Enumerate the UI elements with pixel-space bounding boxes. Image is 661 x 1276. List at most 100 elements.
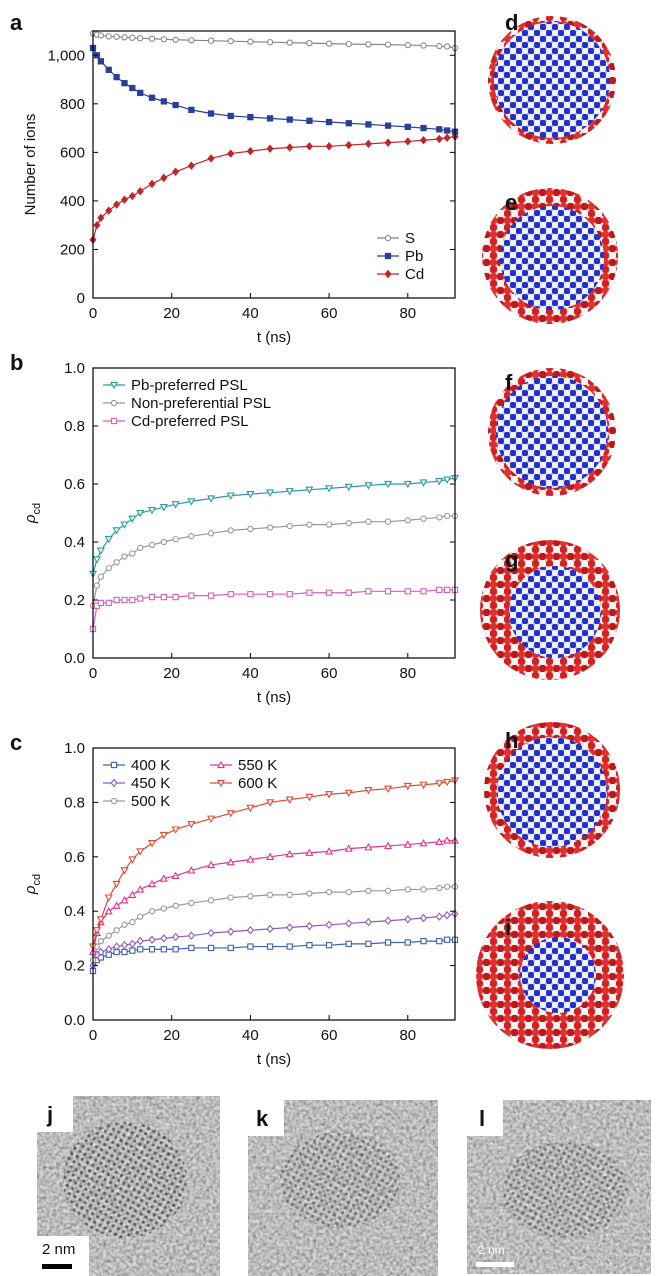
- marker: [188, 106, 195, 114]
- series-line: [92, 913, 456, 966]
- marker: [364, 787, 373, 795]
- marker: [325, 40, 333, 47]
- marker: [120, 940, 129, 950]
- series-line: [92, 939, 455, 972]
- marker: [128, 515, 137, 524]
- marker: [147, 879, 157, 888]
- x-axis-label: t (ns): [257, 329, 291, 346]
- marker: [206, 860, 216, 869]
- marker: [226, 857, 235, 866]
- marker: [306, 589, 313, 596]
- marker: [110, 778, 118, 788]
- marker: [105, 564, 112, 572]
- marker: [227, 927, 235, 936]
- marker: [384, 518, 392, 525]
- marker: [113, 73, 120, 81]
- marker: [384, 138, 392, 147]
- y-tick-label: 0.6: [64, 849, 85, 866]
- plot-frame: [92, 30, 456, 299]
- marker: [110, 399, 118, 407]
- marker: [120, 867, 129, 875]
- marker: [404, 939, 411, 946]
- panel-label: g: [505, 547, 518, 572]
- marker: [160, 538, 167, 546]
- panel-label: f: [505, 370, 513, 395]
- marker: [286, 591, 293, 598]
- marker: [247, 38, 254, 45]
- marker: [419, 135, 428, 145]
- marker: [172, 535, 179, 543]
- y-axis-label-main: ρ: [22, 885, 39, 895]
- marker: [206, 495, 216, 503]
- panel-label: k: [256, 1106, 269, 1131]
- marker: [188, 592, 195, 599]
- micrograph-l: l 2 nm: [467, 1100, 651, 1274]
- panel-label: h: [505, 728, 518, 753]
- marker: [171, 871, 180, 879]
- y-axis-label-sub: cd: [31, 503, 43, 515]
- marker: [188, 37, 195, 44]
- marker: [420, 886, 427, 893]
- marker: [136, 186, 144, 196]
- y-tick-label: 0: [77, 290, 85, 307]
- marker: [96, 916, 105, 924]
- marker: [365, 518, 372, 525]
- legend-label: Pb: [405, 248, 423, 265]
- y-tick-label: 0.0: [64, 650, 85, 667]
- marker: [188, 533, 195, 540]
- marker: [137, 89, 144, 97]
- marker: [365, 588, 372, 595]
- marker: [384, 480, 393, 489]
- marker: [443, 911, 451, 920]
- marker: [246, 146, 254, 156]
- marker: [365, 887, 372, 894]
- marker: [305, 921, 313, 931]
- structure-d: d: [488, 10, 616, 144]
- x-axis-label: t (ns): [257, 1051, 291, 1068]
- marker: [113, 33, 120, 40]
- micrograph-k: k: [248, 1100, 438, 1276]
- marker: [420, 588, 427, 595]
- marker: [137, 913, 144, 920]
- marker: [172, 36, 179, 43]
- marker: [227, 149, 235, 158]
- marker: [148, 94, 156, 101]
- x-tick-label: 60: [321, 1027, 338, 1044]
- marker: [364, 843, 373, 851]
- marker: [286, 116, 293, 123]
- marker: [121, 921, 128, 928]
- marker: [129, 947, 136, 954]
- x-tick-label: 0: [89, 665, 97, 682]
- y-tick-label: 1.0: [64, 360, 85, 377]
- marker: [112, 901, 121, 909]
- marker: [172, 167, 180, 177]
- marker: [93, 582, 101, 589]
- marker: [129, 918, 136, 926]
- marker: [97, 599, 105, 607]
- marker: [365, 41, 372, 48]
- x-tick-label: 40: [242, 305, 259, 322]
- marker: [188, 944, 195, 952]
- marker: [137, 595, 144, 602]
- marker: [247, 591, 254, 598]
- marker: [147, 506, 157, 515]
- marker: [112, 527, 121, 535]
- series-line: [92, 135, 456, 240]
- series-line: [92, 839, 455, 953]
- marker: [207, 530, 215, 537]
- marker: [121, 553, 128, 560]
- marker: [207, 592, 215, 599]
- marker: [403, 782, 412, 791]
- marker: [105, 206, 113, 215]
- marker: [97, 573, 105, 580]
- marker: [420, 515, 427, 522]
- marker: [345, 40, 352, 48]
- marker: [286, 943, 293, 950]
- marker: [120, 521, 129, 529]
- marker: [104, 535, 113, 544]
- marker: [207, 110, 215, 117]
- marker: [384, 234, 392, 242]
- y-axis-label: Number of ions: [22, 114, 39, 216]
- marker: [403, 480, 412, 489]
- marker: [305, 486, 314, 495]
